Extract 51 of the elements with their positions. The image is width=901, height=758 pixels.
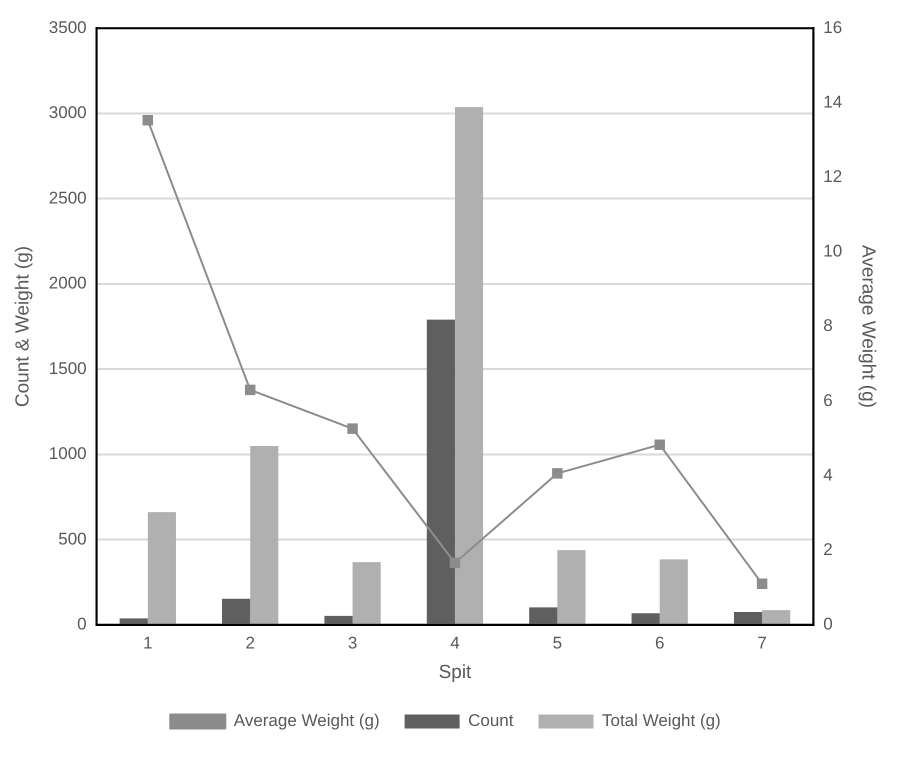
point [756,578,768,590]
point [552,468,563,479]
y2-tick-label: 6 [823,390,833,410]
y-tick-label: 500 [58,529,87,548]
bar [120,618,148,624]
x-tick-label: 2 [245,634,255,653]
x-tick-label: 3 [348,634,358,653]
bar [222,598,250,624]
bar [632,613,660,624]
x-tick-label: 5 [552,634,562,653]
y-tick-label: 2500 [48,188,87,208]
y-tick-label: 3000 [48,103,87,122]
legend-label: Count [468,711,514,730]
y2-tick-label: 4 [823,465,833,484]
y2-tick-label: 16 [823,18,842,37]
x-tick-label: 1 [143,634,153,653]
bar [734,612,762,624]
bar [660,559,688,624]
y2-tick-label: 2 [823,540,833,559]
y2-axis-title: Average Weight (g) [857,245,878,408]
point [142,115,154,126]
point [347,423,358,434]
x-tick-label: 4 [450,634,460,653]
bar [529,607,558,624]
y-tick-label: 2000 [48,274,87,293]
bar [762,610,790,624]
legend-label: Average Weight (g) [234,711,380,730]
point [450,558,460,568]
legend-label: Total Weight (g) [602,711,721,730]
bar [148,512,176,624]
y2-tick-label: 10 [823,242,842,261]
point [654,439,665,450]
bar [454,107,484,624]
y2-tick-label: 12 [823,167,842,186]
x-tick-label: 7 [757,634,767,653]
y-tick-label: 3500 [48,18,87,37]
bar [352,562,381,624]
y-axis-title: Count & Weight (g) [12,246,34,408]
y2-tick-label: 14 [823,92,842,112]
x-tick-label: 6 [654,634,664,653]
y-tick-label: 1500 [48,358,87,378]
point [244,384,256,396]
bar [324,616,353,624]
bar [426,320,455,624]
y2-tick-label: 8 [823,316,833,336]
y2-tick-label: 0 [823,614,833,634]
y-tick-label: 0 [77,614,87,634]
y-tick-label: 1000 [48,444,87,464]
bar [250,446,278,624]
bar [557,550,586,624]
x-axis-title: Spit [438,662,472,683]
